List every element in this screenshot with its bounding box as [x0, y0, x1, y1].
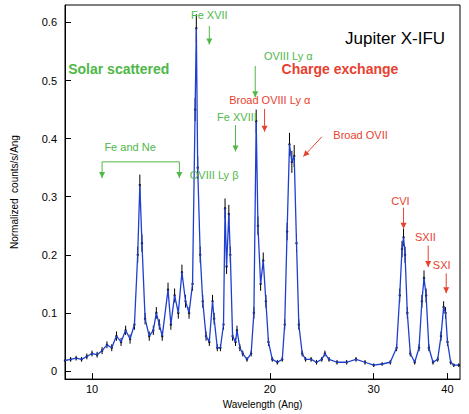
svg-text:SXI: SXI: [433, 259, 451, 271]
svg-text:Fe XVIII: Fe XVIII: [217, 111, 257, 123]
svg-text:Solar scattered: Solar scattered: [68, 61, 169, 77]
svg-text:0: 0: [51, 365, 57, 377]
svg-text:OVIII Ly α: OVIII Ly α: [264, 50, 313, 62]
svg-text:0.4: 0.4: [42, 133, 57, 145]
svg-text:0.6: 0.6: [42, 16, 57, 28]
svg-text:0.1: 0.1: [42, 307, 57, 319]
svg-text:Broad OVIII Ly α: Broad OVIII Ly α: [229, 94, 311, 106]
svg-text:20: 20: [264, 383, 276, 395]
svg-text:30: 30: [368, 383, 380, 395]
svg-text:Jupiter X-IFU: Jupiter X-IFU: [345, 29, 445, 48]
svg-text:SXII: SXII: [415, 231, 436, 243]
svg-text:0.2: 0.2: [42, 249, 57, 261]
svg-text:10: 10: [86, 383, 98, 395]
svg-text:Broad OVII: Broad OVII: [333, 129, 387, 141]
svg-text:Normalized counts/s/Ang: Normalized counts/s/Ang: [9, 135, 20, 249]
svg-text:0.3: 0.3: [42, 191, 57, 203]
svg-text:40: 40: [441, 383, 453, 395]
svg-text:Charge exchange: Charge exchange: [282, 61, 399, 77]
svg-text:Wavelength (Ang): Wavelength (Ang): [223, 399, 303, 410]
svg-text:Fe and Ne: Fe and Ne: [104, 141, 155, 153]
svg-text:0.5: 0.5: [42, 75, 57, 87]
svg-text:Fe XVII: Fe XVII: [191, 9, 228, 21]
svg-text:OVIII Ly β: OVIII Ly β: [190, 169, 239, 181]
svg-text:CVI: CVI: [391, 195, 409, 207]
